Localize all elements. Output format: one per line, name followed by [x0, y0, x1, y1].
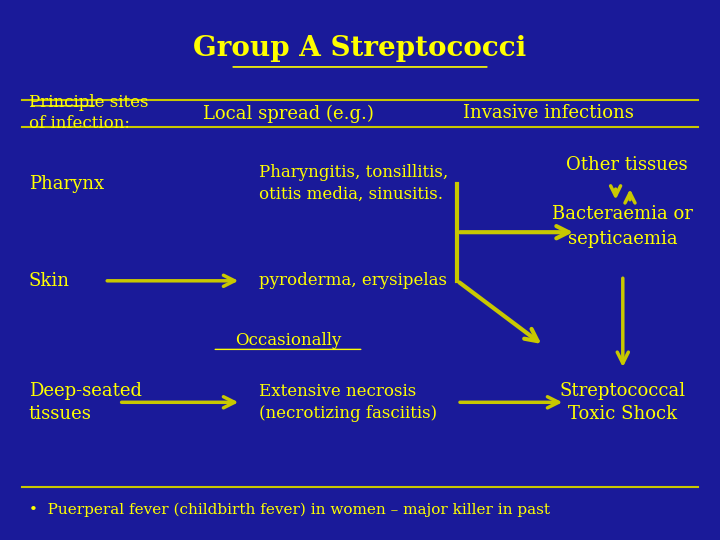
- Text: Pharynx: Pharynx: [29, 174, 104, 193]
- Text: Streptococcal
Toxic Shock: Streptococcal Toxic Shock: [559, 381, 686, 423]
- Text: Invasive infections: Invasive infections: [463, 104, 634, 123]
- Text: Deep-seated
tissues: Deep-seated tissues: [29, 381, 142, 423]
- Text: Bacteraemia or
septicaemia: Bacteraemia or septicaemia: [552, 205, 693, 248]
- Text: Other tissues: Other tissues: [566, 156, 687, 174]
- Text: •  Puerperal fever (childbirth fever) in women – major killer in past: • Puerperal fever (childbirth fever) in …: [29, 503, 550, 517]
- Text: Extensive necrosis
(necrotizing fasciitis): Extensive necrosis (necrotizing fasciiti…: [259, 383, 437, 422]
- Text: Principle sites
of infection:: Principle sites of infection:: [29, 94, 148, 132]
- Text: Occasionally: Occasionally: [235, 332, 341, 349]
- Text: Group A Streptococci: Group A Streptococci: [194, 35, 526, 62]
- Text: Pharyngitis, tonsillitis,
otitis media, sinusitis.: Pharyngitis, tonsillitis, otitis media, …: [259, 164, 449, 203]
- Text: pyroderma, erysipelas: pyroderma, erysipelas: [259, 272, 447, 289]
- Text: Skin: Skin: [29, 272, 70, 290]
- Text: Local spread (e.g.): Local spread (e.g.): [202, 104, 374, 123]
